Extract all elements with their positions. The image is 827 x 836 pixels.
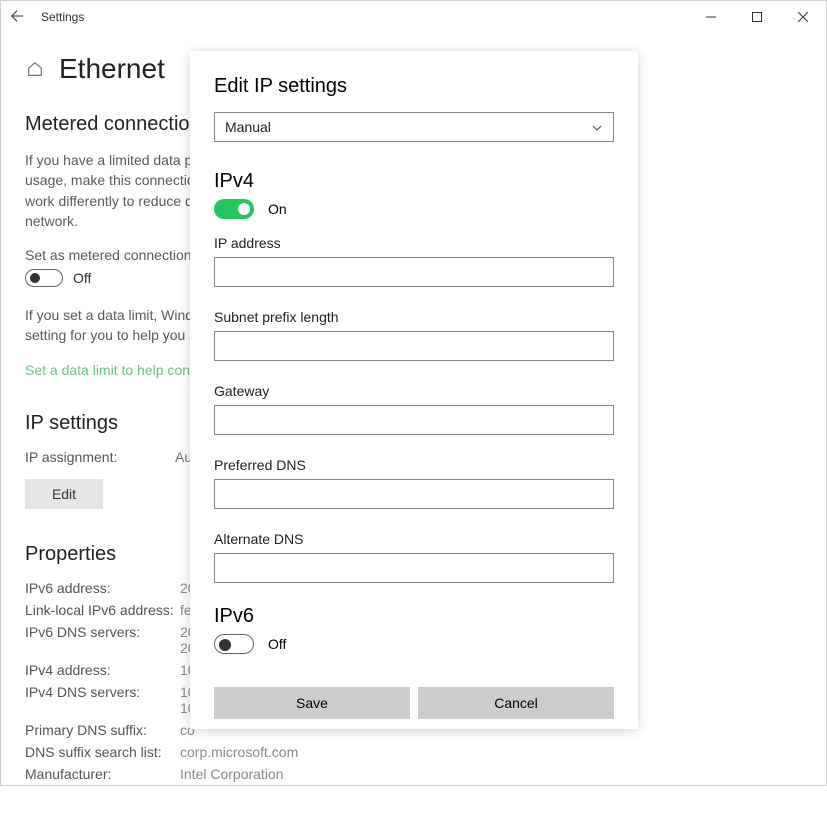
arrow-left-icon [10, 9, 24, 23]
ipv4-toggle[interactable] [214, 199, 254, 219]
ip-mode-value: Manual [225, 119, 271, 135]
house-icon [26, 60, 44, 78]
property-value: corp.microsoft.com [180, 744, 298, 760]
maximize-button[interactable] [734, 1, 780, 33]
ipv4-heading: IPv4 [214, 170, 614, 193]
subnet-label: Subnet prefix length [214, 309, 614, 325]
ipv6-toggle[interactable] [214, 634, 254, 654]
property-row: DNS suffix search list:corp.microsoft.co… [25, 744, 802, 760]
page-title: Ethernet [59, 53, 165, 85]
window-title: Settings [41, 10, 84, 24]
home-icon[interactable] [25, 59, 45, 79]
property-key: Manufacturer: [25, 766, 180, 782]
property-key: IPv6 address: [25, 580, 180, 596]
ip-address-field: IP address [214, 235, 614, 287]
titlebar-left: Settings [7, 9, 84, 26]
edit-ip-dialog: Edit IP settings Manual IPv4 On IP addre… [190, 51, 638, 729]
close-icon [798, 12, 808, 22]
minimize-icon [706, 12, 716, 22]
ip-mode-select[interactable]: Manual [214, 112, 614, 142]
ipv6-heading: IPv6 [214, 605, 614, 628]
alternate-dns-input[interactable] [214, 553, 614, 583]
alternate-dns-field: Alternate DNS [214, 531, 614, 583]
dialog-footer: Save Cancel [190, 677, 638, 729]
settings-window: Settings Ethernet Metered connection If … [0, 0, 827, 786]
ip-address-label: IP address [214, 235, 614, 251]
property-key: IPv4 DNS servers: [25, 684, 180, 716]
property-value: Intel Corporation [180, 766, 284, 782]
ip-assignment-label: IP assignment: [25, 449, 175, 465]
metered-toggle[interactable] [25, 269, 63, 287]
ip-address-input[interactable] [214, 257, 614, 287]
chevron-down-icon [591, 121, 603, 137]
gateway-label: Gateway [214, 383, 614, 399]
property-key: DNS suffix search list: [25, 744, 180, 760]
ipv4-toggle-state: On [268, 201, 287, 217]
titlebar: Settings [1, 1, 826, 33]
maximize-icon [752, 12, 762, 22]
back-button[interactable] [7, 9, 27, 26]
subnet-field: Subnet prefix length [214, 309, 614, 361]
gateway-input[interactable] [214, 405, 614, 435]
close-button[interactable] [780, 1, 826, 33]
ipv6-toggle-state: Off [268, 636, 286, 652]
minimize-button[interactable] [688, 1, 734, 33]
dialog-title: Edit IP settings [214, 75, 614, 98]
property-key: Link-local IPv6 address: [25, 602, 180, 618]
caption-buttons [688, 1, 826, 33]
property-key: IPv4 address: [25, 662, 180, 678]
preferred-dns-input[interactable] [214, 479, 614, 509]
property-row: Manufacturer:Intel Corporation [25, 766, 802, 782]
preferred-dns-label: Preferred DNS [214, 457, 614, 473]
metered-toggle-state: Off [73, 270, 91, 286]
cancel-button[interactable]: Cancel [418, 687, 614, 719]
ip-edit-button[interactable]: Edit [25, 479, 103, 509]
property-key: Primary DNS suffix: [25, 722, 180, 738]
ipv4-toggle-row: On [214, 199, 614, 219]
ipv6-toggle-row: Off [214, 634, 614, 654]
save-button[interactable]: Save [214, 687, 410, 719]
property-key: IPv6 DNS servers: [25, 624, 180, 656]
alternate-dns-label: Alternate DNS [214, 531, 614, 547]
subnet-input[interactable] [214, 331, 614, 361]
gateway-field: Gateway [214, 383, 614, 435]
preferred-dns-field: Preferred DNS [214, 457, 614, 509]
